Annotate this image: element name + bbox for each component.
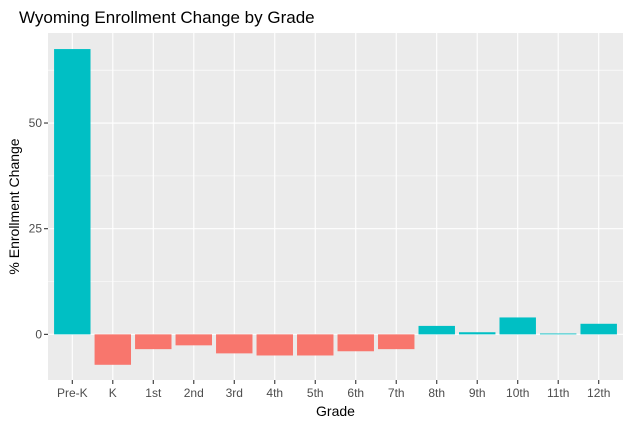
x-axis: Pre-K K 1st 2nd 3rd 4th 5th 6th 7th 8th 9th 10th 11t… <box>57 380 610 400</box>
major-gridlines <box>48 33 623 380</box>
y-axis: 0 25 50 <box>29 116 48 341</box>
x-tick-label: 10th <box>506 386 529 400</box>
x-tick-label: K <box>109 386 117 400</box>
bar-7th <box>378 334 415 350</box>
bar-8th <box>418 325 455 335</box>
bar-10th <box>499 317 536 335</box>
bar-3rd <box>216 334 253 354</box>
bar-1st <box>135 334 172 350</box>
bar-6th <box>337 334 374 352</box>
chart-title: Wyoming Enrollment Change by Grade <box>19 8 315 27</box>
x-tick-label: 9th <box>469 386 486 400</box>
bar-11th <box>539 333 577 335</box>
bar-12th <box>580 323 617 335</box>
y-tick-label: 0 <box>35 327 42 341</box>
bar-2nd <box>175 334 212 346</box>
y-tick-label: 50 <box>29 116 43 130</box>
bar-5th <box>297 334 334 356</box>
bar-9th <box>459 332 496 335</box>
x-tick-label: 12th <box>587 386 610 400</box>
x-tick-label: 4th <box>266 386 283 400</box>
bar-4th <box>256 334 293 356</box>
bar-K <box>94 334 132 365</box>
plot-panel <box>48 33 623 380</box>
x-tick-label: 5th <box>307 386 324 400</box>
x-tick-label: 8th <box>428 386 445 400</box>
x-tick-label: 2nd <box>184 386 204 400</box>
y-tick-label: 25 <box>29 222 43 236</box>
bars <box>54 49 617 365</box>
x-tick-label: 1st <box>145 386 162 400</box>
bar-Pre-K <box>54 49 91 335</box>
y-axis-title: % Enrollment Change <box>6 138 22 274</box>
x-tick-label: 6th <box>347 386 364 400</box>
x-tick-label: 7th <box>388 386 405 400</box>
minor-gridlines <box>48 69 623 282</box>
x-tick-label: Pre-K <box>57 386 88 400</box>
x-tick-label: 11th <box>547 386 569 400</box>
x-tick-label: 3rd <box>226 386 243 400</box>
x-axis-title: Grade <box>316 403 355 419</box>
